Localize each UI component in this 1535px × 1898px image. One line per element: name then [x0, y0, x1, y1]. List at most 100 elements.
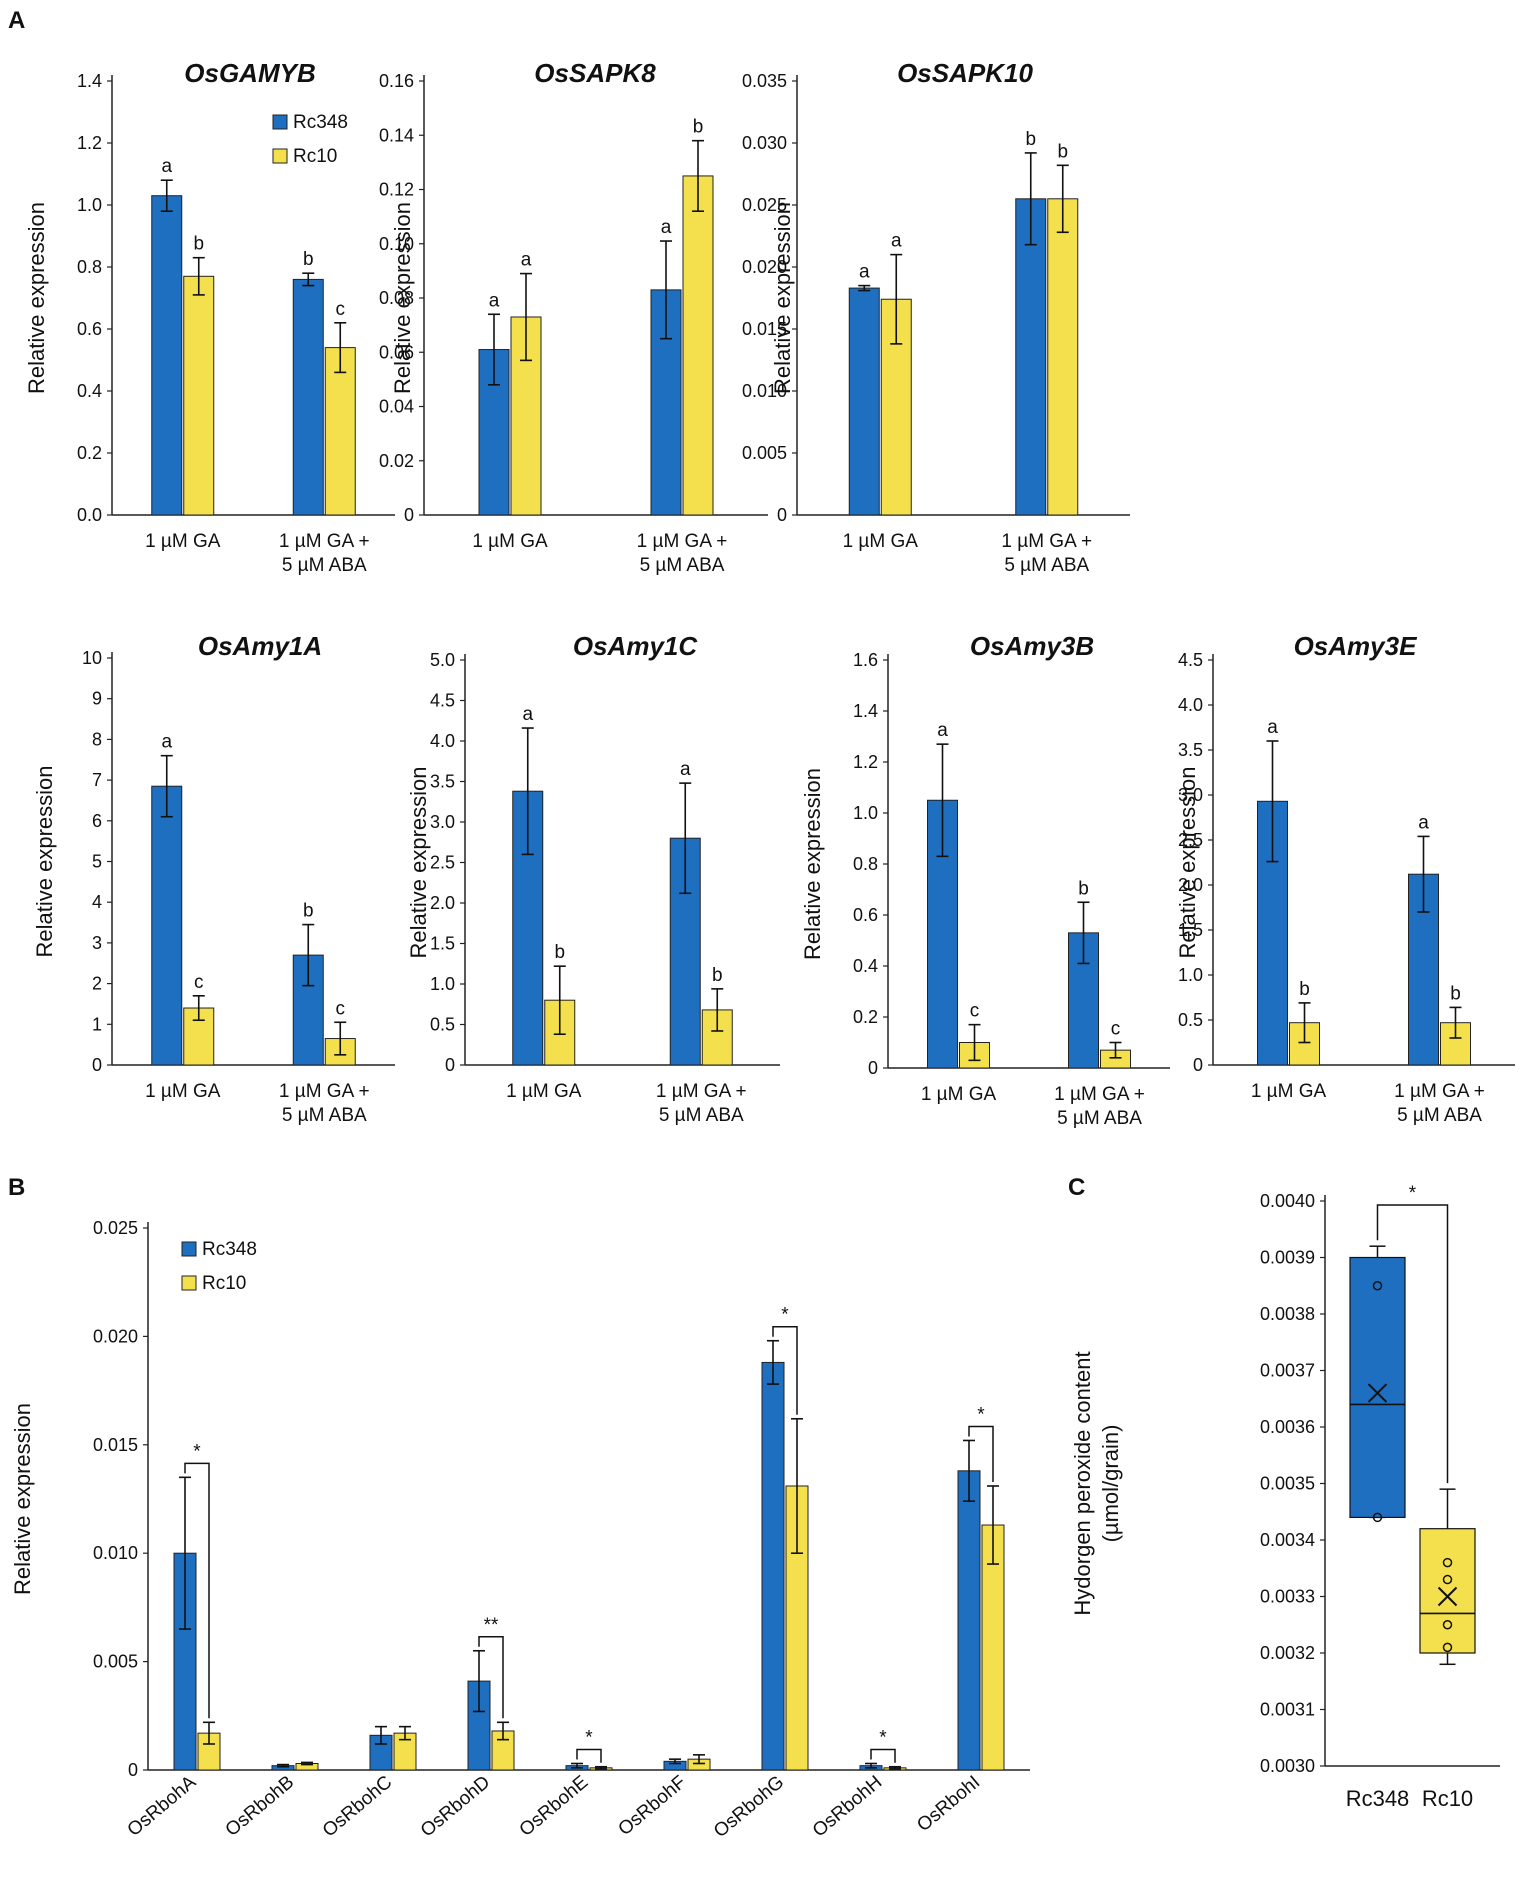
y-tick-label: 7: [92, 770, 102, 790]
bar-rc348: [151, 195, 183, 516]
box-rc348: [1349, 1256, 1406, 1518]
x-category-label: 1 µM GA +: [1054, 1084, 1145, 1105]
significance-letter: b: [554, 942, 565, 963]
y-tick-label: 6: [92, 811, 102, 831]
significance-letter: c: [1111, 1019, 1121, 1040]
significance-letter: b: [712, 965, 723, 986]
y-tick-label: 0: [777, 505, 787, 525]
y-tick-label: 0.0034: [1260, 1530, 1315, 1550]
y-tick-label: 1.0: [430, 974, 455, 994]
significance-bracket: [184, 1462, 210, 1719]
significance-bracket: [968, 1425, 994, 1482]
significance-star: **: [484, 1615, 499, 1636]
significance-star: *: [585, 1727, 593, 1748]
significance-letter: b: [1025, 129, 1036, 150]
legend-label-rc348: Rc348: [202, 1239, 257, 1260]
y-tick-label: 0.035: [742, 71, 787, 91]
x-category-label: 1 µM GA: [1251, 1081, 1327, 1102]
y-axis-label: Relative expression: [24, 202, 49, 394]
bar-rc348: [957, 1470, 981, 1771]
y-tick-label: 0.6: [77, 319, 102, 339]
y-tick-label: 1.0: [1178, 965, 1203, 985]
y-tick-label: 1.2: [853, 752, 878, 772]
y-tick-label: 0.0035: [1260, 1474, 1315, 1494]
x-category-label: OsRbohE: [516, 1772, 593, 1841]
y-tick-label: 0.0030: [1260, 1756, 1315, 1776]
panel-label-b: B: [8, 1174, 25, 1201]
y-axis-label: Relative expression: [32, 766, 57, 958]
y-axis-label: Relative expression: [1175, 767, 1200, 959]
significance-bracket: [772, 1325, 798, 1415]
significance-bracket: [576, 1748, 602, 1763]
y-axis-label: Relative expression: [770, 202, 795, 394]
significance-letter: a: [161, 732, 172, 753]
y-tick-label: 0.6: [853, 905, 878, 925]
y-tick-label: 1.0: [853, 803, 878, 823]
chart-osamy1c: 0 0.5 1.0 1.5 2.0 2.5 3.0 3.5 4.0 4.5 5.0 Relative …: [406, 631, 780, 1126]
x-category-label: 1 µM GA +: [656, 1081, 747, 1102]
x-category-label: 5 µM ABA: [640, 555, 725, 576]
chart-title: OsGAMYB: [184, 58, 315, 88]
y-tick-label: 0.4: [77, 381, 102, 401]
y-tick-label: 1: [92, 1014, 102, 1034]
significance-letter: a: [661, 217, 672, 238]
y-tick-label: 0: [445, 1055, 455, 1075]
x-category-label: OsRbohC: [319, 1772, 396, 1842]
y-tick-label: 0.0037: [1260, 1361, 1315, 1381]
mean-marker: [1367, 1383, 1388, 1403]
y-tick-label: 4.0: [430, 731, 455, 751]
y-tick-label: 0.005: [742, 443, 787, 463]
significance-star: *: [781, 1305, 789, 1326]
significance-star: *: [879, 1727, 887, 1748]
chart-osamy3e: 0 0.5 1.0 1.5 2.0 2.5 3.0 3.5 4.0 4.5 Relative exp…: [1175, 631, 1515, 1126]
y-tick-label: 2.0: [430, 893, 455, 913]
legend-swatch-rc348: [181, 1241, 197, 1257]
y-tick-label: 0.005: [93, 1652, 138, 1672]
y-tick-label: 0.10: [379, 234, 414, 254]
y-tick-label: 0.0033: [1260, 1587, 1315, 1607]
chart-title: OsAmy3E: [1294, 631, 1417, 661]
bar-rc348: [848, 287, 880, 516]
significance-letter: a: [1418, 812, 1429, 833]
significance-letter: a: [937, 720, 948, 741]
significance-letter: b: [303, 249, 314, 270]
chart-title: OsAmy3B: [970, 631, 1094, 661]
significance-letter: c: [336, 299, 346, 320]
y-tick-label: 0.16: [379, 71, 414, 91]
y-tick-label: 0.12: [379, 180, 414, 200]
significance-letter: b: [1078, 878, 1089, 899]
y-axis-label: (µmol/grain): [1098, 1425, 1123, 1543]
y-tick-label: 0.2: [853, 1007, 878, 1027]
chart-ossapk8: 0 0.02 0.04 0.06 0.08 0.10 0.12 0.14 0.16 Relativ…: [379, 58, 768, 576]
x-category-label: OsRbohF: [614, 1772, 690, 1840]
bar-rc348: [151, 785, 183, 1066]
significance-letter: a: [680, 759, 691, 780]
significance-letter: b: [193, 234, 204, 255]
significance-bracket: [870, 1748, 896, 1763]
significance-bracket: [1376, 1204, 1449, 1484]
y-tick-label: 3.5: [430, 772, 455, 792]
y-tick-label: 0.010: [742, 381, 787, 401]
y-tick-label: 0.14: [379, 125, 414, 145]
chart-ossapk10: 0 0.005 0.010 0.015 0.020 0.025 0.030 0.035 Rela…: [742, 58, 1130, 576]
legend-swatch-rc348: [272, 114, 288, 130]
chart-h2o2: 0.0030 0.0031 0.0032 0.0033 0.0034 0.0035 0.00…: [1070, 1183, 1500, 1811]
y-tick-label: 1.5: [430, 934, 455, 954]
y-tick-label: 0.0040: [1260, 1191, 1315, 1211]
y-tick-label: 0.0032: [1260, 1643, 1315, 1663]
y-tick-label: 10: [82, 648, 102, 668]
bar-rc10: [1047, 198, 1079, 516]
y-tick-label: 0: [92, 1055, 102, 1075]
x-category-label: 1 µM GA +: [1394, 1081, 1485, 1102]
bar-rc10: [183, 275, 215, 516]
y-tick-label: 1.0: [77, 195, 102, 215]
significance-star: *: [1409, 1183, 1417, 1204]
x-category-label: 1 µM GA: [472, 531, 548, 552]
y-tick-label: 0.0039: [1260, 1248, 1315, 1268]
x-category-label: OsRbohD: [417, 1772, 494, 1842]
y-axis-label: Relative expression: [390, 202, 415, 394]
y-tick-label: 0: [128, 1760, 138, 1780]
chart-osamy3b: 0 0.2 0.4 0.6 0.8 1.0 1.2 1.4 1.6 Relative expres…: [800, 631, 1170, 1129]
x-category-label: 1 µM GA: [921, 1084, 997, 1105]
